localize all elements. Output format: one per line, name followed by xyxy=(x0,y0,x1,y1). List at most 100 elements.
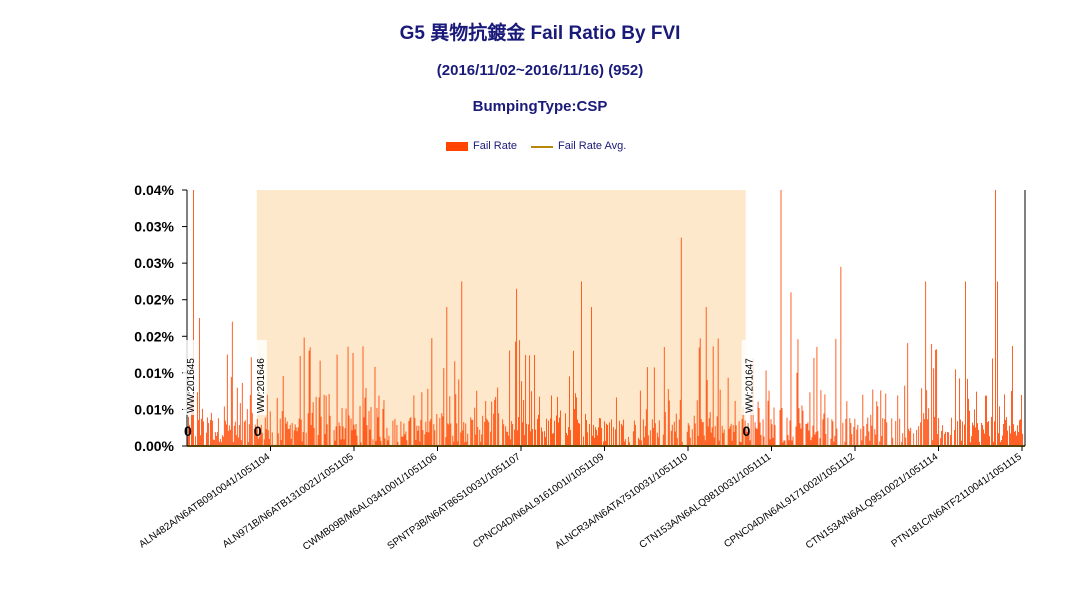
fail-rate-bar xyxy=(354,429,356,446)
fail-rate-bar xyxy=(633,420,635,446)
fail-rate-bar xyxy=(253,428,255,446)
fail-rate-bar xyxy=(532,429,534,446)
fail-rate-bar xyxy=(449,396,451,446)
y-tick-label: 0.01% xyxy=(134,365,174,381)
fail-rate-bar xyxy=(323,394,325,446)
fail-rate-bar xyxy=(382,408,384,446)
fail-rate-bar xyxy=(836,428,838,446)
fail-rate-bar xyxy=(387,440,389,446)
fail-rate-bar xyxy=(877,406,879,446)
fail-rate-bar xyxy=(553,433,554,446)
fail-rate-bar xyxy=(833,441,835,446)
fail-rate-bar xyxy=(291,422,293,446)
fail-rate-bar xyxy=(341,408,343,446)
fail-rate-bar xyxy=(916,429,918,446)
fail-rate-bar xyxy=(941,430,943,446)
fail-rate-bar xyxy=(425,421,427,446)
fail-rate-bar xyxy=(243,421,245,446)
fail-rate-bar xyxy=(1022,433,1023,446)
fail-rate-bar xyxy=(345,408,347,446)
fail-rate-bar xyxy=(909,431,911,446)
fail-rate-bar xyxy=(280,439,282,446)
fail-rate-bar xyxy=(668,400,670,446)
fail-rate-bar xyxy=(488,422,490,446)
fail-rate-bar xyxy=(377,417,379,446)
fail-rate-bar xyxy=(947,432,949,446)
fail-rate-bar xyxy=(350,418,352,446)
fail-rate-bar xyxy=(1018,431,1019,446)
fail-rate-bar xyxy=(530,431,532,446)
fail-rate-bar xyxy=(574,408,575,446)
fail-rate-bar xyxy=(698,347,700,446)
y-tick-label: 0.02% xyxy=(134,328,174,344)
fail-rate-bar xyxy=(581,281,582,446)
fail-rate-bar xyxy=(869,440,871,446)
fail-rate-bar xyxy=(632,431,634,446)
fail-rate-bar xyxy=(755,427,757,446)
fail-rate-bar xyxy=(579,423,580,446)
fail-rate-bar xyxy=(197,419,199,446)
fail-rate-bar xyxy=(749,440,751,446)
fail-rate-bar xyxy=(974,409,975,446)
y-tick-label: 0.03% xyxy=(134,255,174,271)
fail-rate-bar xyxy=(298,418,300,446)
fail-rate-bar xyxy=(353,424,355,446)
fail-rate-bar xyxy=(559,417,560,446)
fail-rate-bar xyxy=(938,418,940,446)
fail-rate-bar xyxy=(484,421,486,446)
fail-rate-bar xyxy=(620,423,622,446)
fail-rate-bar xyxy=(951,417,953,446)
fail-rate-bar xyxy=(984,433,985,446)
fail-rate-bar xyxy=(624,439,626,446)
fail-rate-bar xyxy=(544,431,545,446)
fail-rate-bar xyxy=(240,440,242,446)
fail-rate-bar xyxy=(325,395,327,446)
fail-rate-bar xyxy=(765,370,767,446)
fail-rate-bar xyxy=(881,435,883,446)
fail-rate-bar xyxy=(950,435,952,446)
fail-rate-bar xyxy=(1002,435,1003,446)
week-marker-value: 0 xyxy=(743,423,751,439)
fail-rate-bar xyxy=(211,420,213,446)
fail-rate-bar xyxy=(647,435,649,446)
fail-rate-bar xyxy=(517,430,519,446)
fail-rate-bar xyxy=(884,419,886,446)
fail-rate-bar xyxy=(507,431,509,446)
fail-rate-bar xyxy=(276,398,278,446)
fail-rate-bar xyxy=(594,437,595,446)
fail-rate-bar xyxy=(709,412,711,446)
fail-rate-bar xyxy=(1021,394,1022,446)
fail-rate-bar xyxy=(674,431,676,446)
fail-rate-bar xyxy=(835,338,837,446)
fail-rate-bar xyxy=(225,424,227,446)
fail-rate-bar xyxy=(976,391,977,446)
fail-rate-bar xyxy=(701,422,703,446)
fail-rate-bar xyxy=(511,421,513,446)
fail-rate-bar xyxy=(226,354,228,446)
fail-rate-bar xyxy=(850,423,852,446)
fail-rate-bar xyxy=(718,440,720,446)
fail-rate-bar xyxy=(851,434,853,446)
fail-rate-bar xyxy=(550,418,551,446)
fail-rate-bar xyxy=(832,421,834,446)
fail-rate-bar xyxy=(809,392,811,446)
fail-rate-bar xyxy=(767,400,769,446)
fail-rate-bar xyxy=(188,425,190,446)
fail-rate-bar xyxy=(727,377,729,446)
fail-rate-bar xyxy=(814,434,816,446)
fail-rate-bar xyxy=(400,421,402,446)
x-tick-label: ALN971B/N6ATB1310021/1051105 xyxy=(221,451,356,550)
fail-rate-bar xyxy=(541,427,543,446)
fail-rate-bar xyxy=(795,426,797,446)
fail-rate-bar xyxy=(212,439,214,446)
fail-rate-bar xyxy=(614,429,616,446)
fail-rate-bar xyxy=(739,441,741,446)
fail-rate-bar xyxy=(365,388,367,446)
x-tick-label: CWMB09B/M6AL034100I1/1051106 xyxy=(301,451,440,553)
fail-rate-bar xyxy=(417,430,419,446)
week-marker-label: WW:201645 xyxy=(186,358,197,413)
fail-rate-bar xyxy=(870,414,872,446)
highlight-week-band xyxy=(256,190,746,446)
fail-rate-bar xyxy=(923,413,925,446)
